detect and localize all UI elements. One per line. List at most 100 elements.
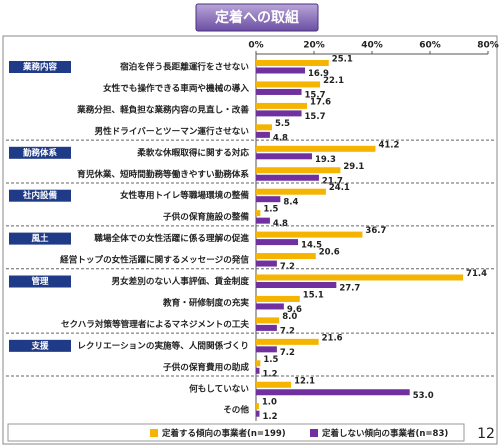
page-number: 12 <box>477 426 495 442</box>
bar <box>256 145 376 152</box>
category-label: 業務分担、軽負担な業務内容の見直し・改善 <box>76 103 249 115</box>
group-label: 業務内容 <box>22 62 58 73</box>
bar <box>256 88 302 95</box>
value-label: 21.7 <box>322 176 343 186</box>
category-label: 教育・研修制度の充実 <box>163 296 249 308</box>
value-label: 36.7 <box>365 226 386 236</box>
bar <box>256 410 260 417</box>
group-box <box>9 61 71 73</box>
bar <box>256 167 341 174</box>
value-label: 41.2 <box>378 140 399 150</box>
x-tick-label: 0% <box>248 41 263 51</box>
bar <box>256 260 277 267</box>
group-box <box>9 275 71 288</box>
category-label: その他 <box>223 404 249 416</box>
group-label: 風土 <box>31 233 49 244</box>
value-label: 1.2 <box>262 369 277 379</box>
group-label: 支援 <box>30 340 49 351</box>
legend-box <box>7 423 465 442</box>
value-label: 1.2 <box>262 412 277 422</box>
value-label: 20.6 <box>319 248 340 258</box>
group-box <box>9 189 71 202</box>
value-label: 4.8 <box>273 219 288 229</box>
value-label: 27.7 <box>339 284 360 294</box>
legend-swatch <box>310 429 318 437</box>
value-label: 16.9 <box>308 69 329 79</box>
category-label: 何もしていない <box>189 382 249 394</box>
value-label: 21.6 <box>322 333 343 343</box>
category-label: 柔軟な休暇取得に関する対応 <box>136 146 249 158</box>
value-label: 19.3 <box>315 155 336 165</box>
value-label: 1.5 <box>263 205 278 215</box>
category-label: 経営トップの女性活躍に関するメッセージの発信 <box>60 254 249 266</box>
bar <box>256 131 270 138</box>
bar <box>256 81 321 88</box>
title-box <box>195 3 319 32</box>
group-box <box>9 339 71 352</box>
x-tick-label: 20% <box>303 41 325 51</box>
legend-label: 定着しない傾向の事業者(n=83) <box>321 428 448 439</box>
category-label: 男女差別のない人事評価、賃金制度 <box>111 275 249 287</box>
value-label: 7.2 <box>280 326 295 336</box>
value-label: 15.1 <box>303 290 324 300</box>
bar <box>256 188 326 195</box>
bar <box>256 324 277 331</box>
bar <box>256 360 261 367</box>
value-label: 17.6 <box>310 97 331 107</box>
group-label: 社内設備 <box>22 190 58 201</box>
bar <box>256 295 300 302</box>
value-label: 7.2 <box>280 348 295 358</box>
bar <box>256 174 319 181</box>
legend-label: 定着する傾向の事業者(n=199) <box>161 428 286 439</box>
bar <box>256 196 281 203</box>
bar <box>256 367 260 374</box>
bar <box>256 317 280 324</box>
value-label: 1.0 <box>262 398 277 408</box>
bar <box>256 253 316 260</box>
value-label: 15.7 <box>305 112 326 122</box>
category-label: 女性でも操作できる車両や機械の導入 <box>103 82 249 94</box>
x-tick-label: 60% <box>419 41 441 51</box>
category-label: 職場全体での女性活躍に係る理解の促進 <box>94 232 249 244</box>
legend-swatch <box>150 429 158 437</box>
chart-title: 定着への取組 <box>215 9 299 26</box>
value-label: 1.5 <box>263 355 278 365</box>
bar <box>256 239 299 246</box>
value-label: 4.8 <box>273 133 288 143</box>
bar <box>256 60 329 66</box>
category-label: 女性専用トイレ等職場環境の整備 <box>120 189 249 201</box>
bar <box>256 381 292 388</box>
value-label: 9.6 <box>287 305 302 315</box>
category-label: 宿泊を伴う長距離運行をさせない <box>120 61 249 73</box>
value-label: 8.4 <box>283 198 298 208</box>
value-label: 7.2 <box>280 262 295 272</box>
value-label: 22.1 <box>323 76 344 86</box>
bar <box>256 231 363 238</box>
bar <box>256 67 306 74</box>
value-label: 14.5 <box>301 241 322 251</box>
bar <box>256 274 464 281</box>
bar <box>256 338 319 345</box>
value-label: 8.0 <box>282 312 297 322</box>
value-label: 5.5 <box>275 119 290 129</box>
bar <box>256 303 284 310</box>
value-label: 29.1 <box>343 162 364 172</box>
bar <box>256 153 312 160</box>
bar <box>256 403 259 410</box>
bar <box>256 217 270 224</box>
bar <box>256 110 302 117</box>
group-label: 勤務体系 <box>23 147 58 158</box>
frame <box>2 35 498 445</box>
value-label: 25.1 <box>332 55 353 65</box>
bar <box>256 124 272 131</box>
category-label: 育児休業、短時間勤務等働きやすい勤務体系 <box>77 168 249 180</box>
bar <box>256 102 308 109</box>
value-label: 53.0 <box>413 391 434 401</box>
x-tick-label: 80% <box>477 41 499 51</box>
bar <box>256 210 261 217</box>
x-tick-label: 40% <box>361 41 383 51</box>
value-label: 15.7 <box>305 90 326 100</box>
category-label: 子供の保育施設の整備 <box>163 211 249 223</box>
bar <box>256 346 277 353</box>
